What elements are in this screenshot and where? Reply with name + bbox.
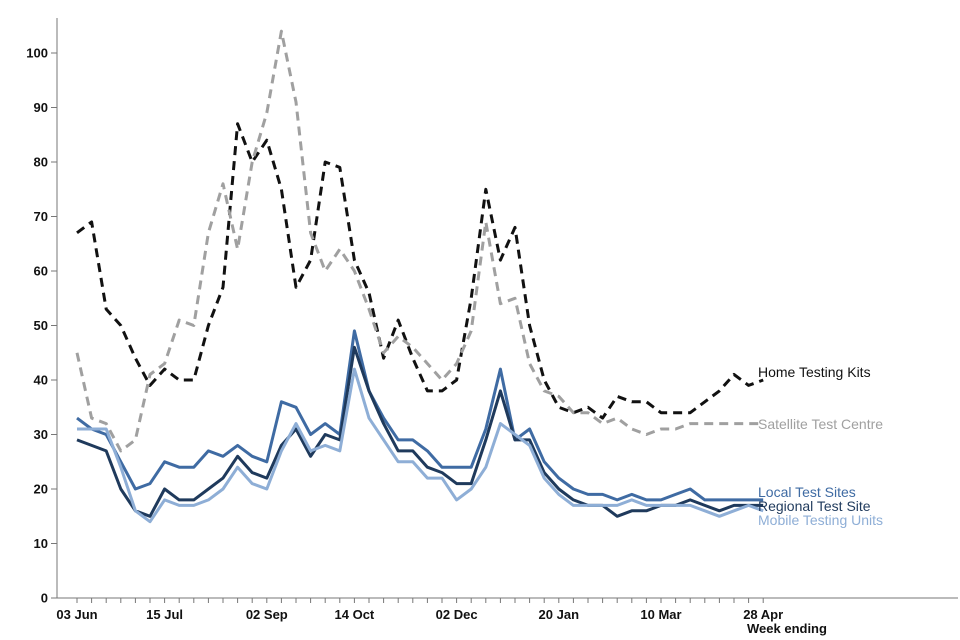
series-lines: [75, 29, 764, 524]
series-line-satellite-test-centre: [75, 29, 764, 453]
y-tick-label: 80: [34, 155, 48, 170]
x-tick-label: 15 Jul: [146, 607, 183, 622]
y-tick-label: 20: [34, 482, 48, 497]
series-label-regional-test-site: Regional Test Site: [758, 498, 871, 514]
y-tick-label: 60: [34, 264, 48, 279]
series-line-local-test-sites: [76, 329, 764, 502]
y-tick-label: 0: [41, 591, 48, 606]
series-line-home-testing-kits: [76, 122, 764, 420]
x-tick-label: 02 Dec: [436, 607, 478, 622]
y-tick-label: 100: [26, 46, 48, 61]
series-label-home-testing-kits: Home Testing Kits: [758, 364, 871, 380]
series-labels: Home Testing Kits Satellite Test Centre Lo…: [758, 364, 883, 528]
x-tick-label: 02 Sep: [246, 607, 288, 622]
x-tick-label: 10 Mar: [640, 607, 681, 622]
x-tick-label: 28 Apr: [743, 607, 783, 622]
x-tick-label: 03 Jun: [56, 607, 97, 622]
series-label-mobile-testing-units: Mobile Testing Units: [758, 512, 883, 528]
y-tick-label: 70: [34, 209, 48, 224]
x-axis-title: Week ending: [747, 621, 827, 636]
series-label-local-test-sites: Local Test Sites: [758, 484, 856, 500]
y-tick-label: 10: [34, 536, 48, 551]
y-tick-label: 50: [34, 318, 48, 333]
x-tick-label: 14 Oct: [335, 607, 375, 622]
x-tick-label: 20 Jan: [539, 607, 580, 622]
y-tick-label: 90: [34, 100, 48, 115]
series-line-regional-test-site: [76, 345, 764, 518]
x-axis-ticks: 03 Jun 15 Jul 02 Sep 14 Oct 02 Dec 20 Jan 10 M…: [56, 598, 783, 622]
series-label-satellite-test-centre: Satellite Test Centre: [758, 416, 883, 432]
y-tick-label: 30: [34, 427, 48, 442]
y-axis-ticks: 0 10 20 30 40 50 60 70 80 90 100: [26, 46, 57, 606]
y-tick-label: 40: [34, 373, 48, 388]
series-line-mobile-testing-units: [77, 367, 764, 524]
